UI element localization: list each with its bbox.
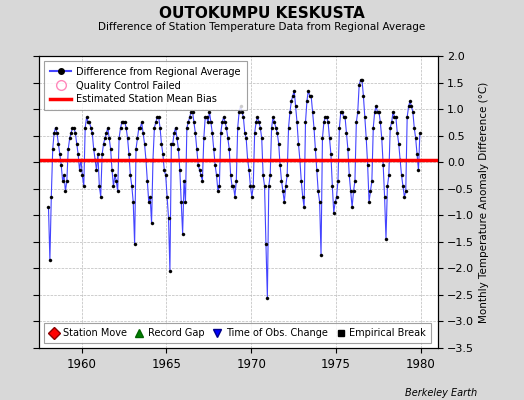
Text: OUTOKUMPU KESKUSTA: OUTOKUMPU KESKUSTA [159, 6, 365, 21]
Legend: Station Move, Record Gap, Time of Obs. Change, Empirical Break: Station Move, Record Gap, Time of Obs. C… [44, 324, 431, 343]
Text: Berkeley Earth: Berkeley Earth [405, 388, 477, 398]
Y-axis label: Monthly Temperature Anomaly Difference (°C): Monthly Temperature Anomaly Difference (… [478, 81, 488, 323]
Text: Difference of Station Temperature Data from Regional Average: Difference of Station Temperature Data f… [99, 22, 425, 32]
